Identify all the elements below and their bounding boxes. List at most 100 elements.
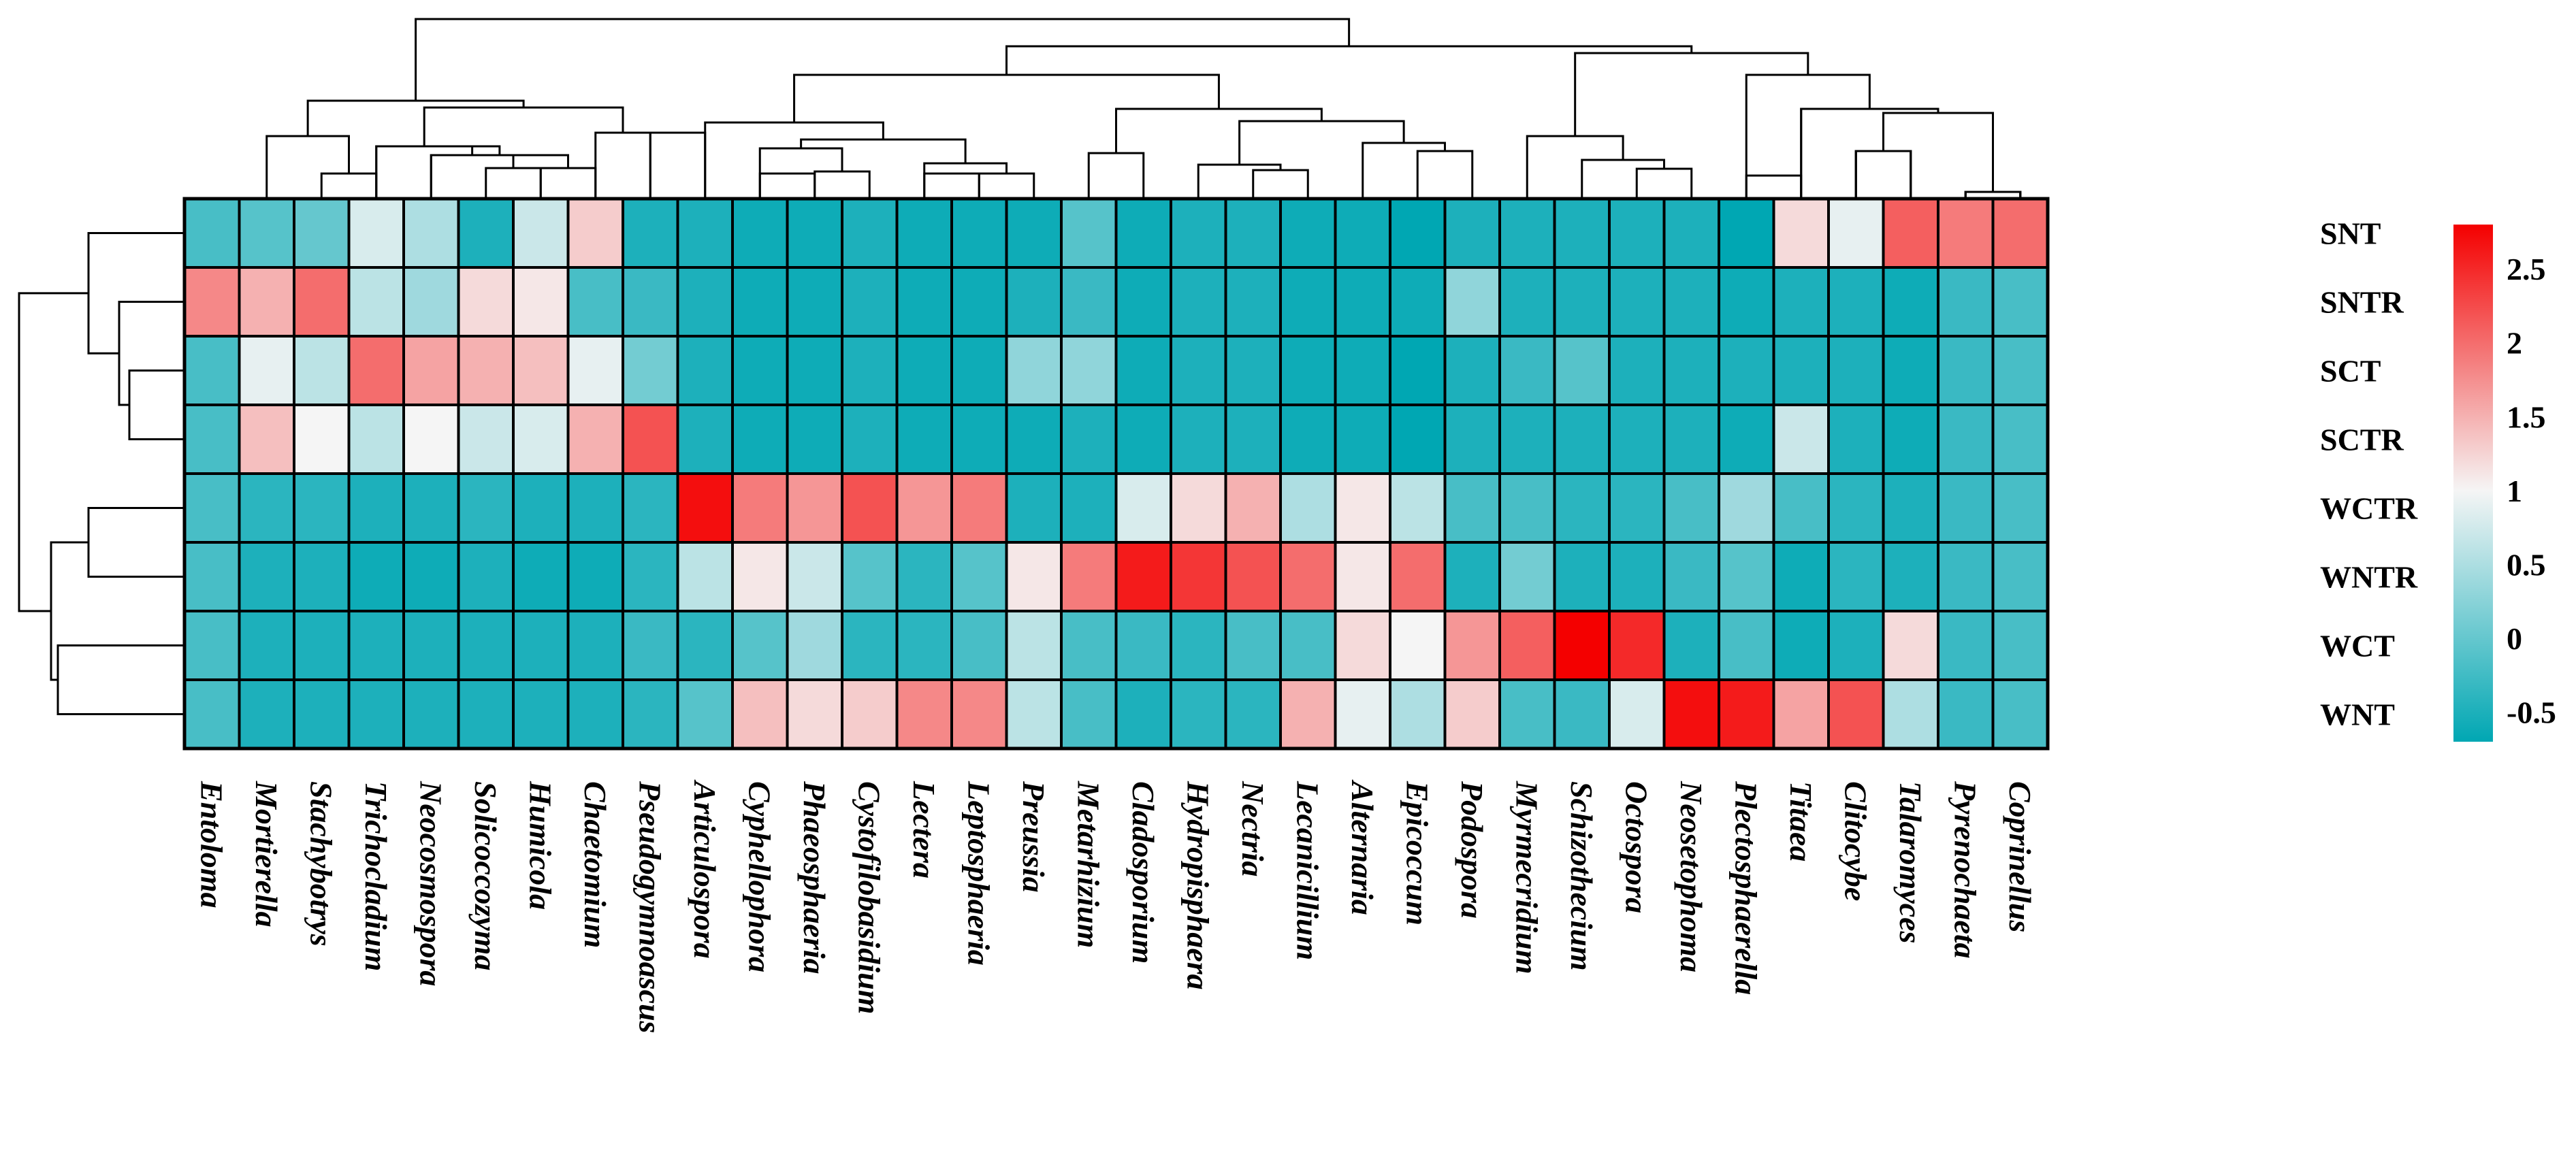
heatmap-cell [1334,404,1391,475]
heatmap-cell [1389,610,1447,681]
heatmap-cell [1937,610,1995,681]
dendrogram-branch [430,154,569,199]
column-label: Cladosporium [1126,781,1161,964]
heatmap-cell [402,610,460,681]
heatmap-cell [183,678,241,750]
dendrogram-branch [1087,152,1145,199]
column-label: Octospora [1619,781,1654,913]
column-label: Entoloma [194,781,229,908]
heatmap-cell [183,472,241,544]
dendrogram-branch [18,292,88,612]
heatmap-cell [841,335,899,406]
heatmap-cell [1608,472,1666,544]
heatmap-cell [1937,266,1995,338]
legend-tick-label: 1.5 [2507,399,2546,434]
heatmap-cell [1827,678,1885,750]
column-label: Schizothecium [1564,781,1599,971]
heatmap-cell [512,404,570,475]
dendrogram-branch [1252,169,1309,199]
heatmap-cell [1772,335,1830,406]
heatmap-cell [1991,266,2049,338]
heatmap-cell [841,197,899,269]
heatmap-cell [622,678,679,750]
heatmap-cell [731,541,789,612]
heatmap-cell [1608,335,1666,406]
color-legend-ticks: 2.5 2 1.5 1 0.5 0 -0.5 [2507,252,2556,729]
legend-tick-label: 0.5 [2507,547,2546,582]
dendrogram-branch [1581,159,1665,199]
dendrogram-branch [320,172,378,199]
heatmap-cell [786,335,843,406]
row-label: SNT [2320,216,2381,251]
heatmap-cell [1279,610,1337,681]
heatmap-cell [895,610,953,681]
heatmap-cells [182,197,2050,751]
column-label: Talaromyces [1893,781,1928,944]
dendrogram-branch [1854,150,1912,199]
heatmap-cell [1772,610,1830,681]
row-label: SNTR [2320,285,2404,320]
dendrogram-branch [1800,108,1939,199]
heatmap-cell [347,266,405,338]
heatmap-cell [238,335,295,406]
heatmap-cell [1224,541,1282,612]
heatmap-cell [1114,472,1172,544]
heatmap-cell [1170,541,1227,612]
heatmap-cell [238,472,295,544]
legend-tick-label: 2 [2507,326,2522,361]
heatmap-cell [1662,404,1720,475]
heatmap-cell [1608,610,1666,681]
column-label: Neosetophoma [1674,781,1709,972]
heatmap-cell [895,541,953,612]
heatmap-cell [402,472,460,544]
heatmap-cell [622,335,679,406]
heatmap-cell [1498,472,1556,544]
heatmap-cell [1937,335,1995,406]
heatmap-cell [1662,335,1720,406]
column-label: Metarhizium [1071,781,1106,948]
heatmap-cell [347,472,405,544]
color-legend-bar [2453,225,2493,742]
heatmap-cell [238,197,295,269]
heatmap-cell [1882,472,1939,544]
dendrogram-branch [57,644,184,715]
heatmap-cell [1170,404,1227,475]
heatmap-cell [1772,472,1830,544]
heatmap-cell [457,404,515,475]
dendrogram-branch [265,135,350,199]
heatmap-cell [1827,541,1885,612]
heatmap-cell [238,541,295,612]
legend-tick-label: 2.5 [2507,252,2546,286]
heatmap-cell [1608,197,1666,269]
row-label: SCTR [2320,423,2404,457]
heatmap-cell [347,404,405,475]
row-label: WCTR [2320,491,2418,526]
dendrogram-branch [923,162,1008,199]
heatmap-cell [622,541,679,612]
heatmap-cell [786,266,843,338]
dendrogram-branch [87,232,184,355]
heatmap-cell [1937,197,1995,269]
dendrogram-branch [1800,108,1939,199]
heatmap-cell [622,197,679,269]
heatmap-cell [402,541,460,612]
dendrogram-branch [50,541,88,681]
heatmap-cell [293,678,351,750]
row-label: WNT [2320,697,2395,732]
column-label: Coprinellus [2003,781,2038,932]
heatmap-cell [1827,404,1885,475]
heatmap-cell [293,472,351,544]
heatmap-cell [566,404,624,475]
heatmap-cell [293,335,351,406]
heatmap-cell [1991,404,2049,475]
heatmap-cell [1114,266,1172,338]
heatmap-cell [1827,335,1885,406]
heatmap-border [182,197,2050,751]
column-label: Myrmecridium [1509,781,1544,974]
heatmap-cell [1389,266,1447,338]
heatmap-cell [895,266,953,338]
heatmap-cell [1224,610,1282,681]
heatmap-cell [786,472,843,544]
heatmap-cell [457,678,515,750]
column-label: Hydropisphaera [1180,781,1215,990]
